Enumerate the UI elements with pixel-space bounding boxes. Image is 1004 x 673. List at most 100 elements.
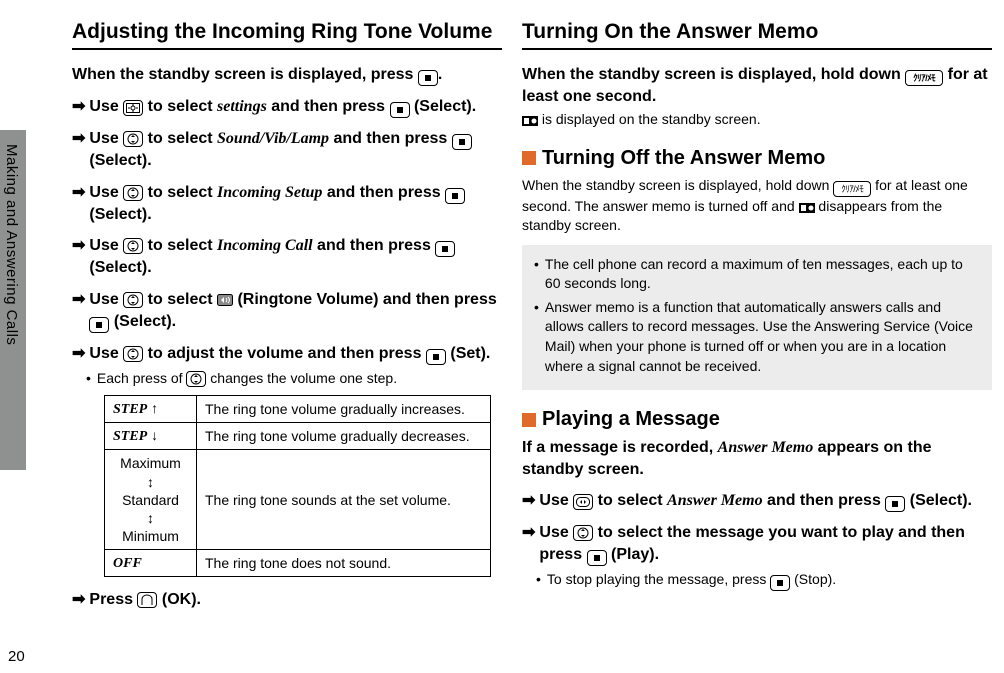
cell: The ring tone volume gradually decreases… <box>197 423 491 450</box>
cell: ↓ <box>147 427 158 443</box>
step: ➡ Use to select settings and then press … <box>72 96 502 118</box>
center-key-icon <box>89 317 109 333</box>
updown-key-icon <box>123 292 143 308</box>
center-key-icon <box>390 102 410 118</box>
paragraph: When the standby screen is displayed, ho… <box>522 176 992 235</box>
center-key-icon <box>452 134 472 150</box>
text: (Stop). <box>790 571 836 587</box>
section-heading: Adjusting the Incoming Ring Tone Volume <box>72 20 502 50</box>
text: (Play). <box>607 546 659 563</box>
bullet-dot: • <box>536 570 541 591</box>
intro-line: If a message is recorded, Answer Memo ap… <box>522 437 992 480</box>
text: to select <box>143 237 217 254</box>
step: ➡ Press (OK). <box>72 589 502 611</box>
text: to select <box>143 184 217 201</box>
updown-key-icon <box>123 131 143 147</box>
sub-note: • Each press of changes the volume one s… <box>72 369 502 388</box>
text: and then press <box>329 130 452 147</box>
left-column: Adjusting the Incoming Ring Tone Volume … <box>72 20 502 611</box>
text: Press <box>89 591 137 608</box>
text: . <box>438 66 442 83</box>
text: (OK). <box>157 591 201 608</box>
text: Answer memo is a function that automatic… <box>545 298 980 376</box>
center-key-icon <box>445 188 465 204</box>
list-item: •The cell phone can record a maximum of … <box>534 255 980 294</box>
orange-square-icon <box>522 151 536 165</box>
center-key-icon <box>587 550 607 566</box>
text: to select <box>143 130 217 147</box>
text: To stop playing the message, press <box>547 571 770 587</box>
cell: The ring tone volume gradually increases… <box>197 396 491 423</box>
text: and then press <box>313 237 436 254</box>
table-row: STEP ↓ The ring tone volume gradually de… <box>105 423 491 450</box>
step: ➡ Use to select (Ringtone Volume) and th… <box>72 289 502 333</box>
updown-key-icon <box>123 346 143 362</box>
arrow-icon: ➡ <box>72 289 85 333</box>
center-key-icon <box>770 575 790 591</box>
bullet-dot: • <box>534 298 539 376</box>
text: (Select). <box>410 98 477 115</box>
text: and then press <box>763 492 886 509</box>
cell: STEP <box>113 429 147 444</box>
text: changes the volume one step. <box>206 370 397 386</box>
menu-item: Incoming Call <box>217 237 313 254</box>
step: ➡ Use to select Incoming Call and then p… <box>72 235 502 279</box>
intro-line: When the standby screen is displayed, pr… <box>72 64 502 86</box>
text: Playing a Message <box>542 408 720 431</box>
center-key-icon <box>435 241 455 257</box>
updown-key-icon <box>186 371 206 387</box>
memo-status-icon <box>522 112 538 124</box>
text: When the standby screen is displayed, pr… <box>72 66 418 83</box>
right-column: Turning On the Answer Memo When the stan… <box>522 20 992 591</box>
menu-item: Answer Memo <box>667 492 763 509</box>
note: is displayed on the standby screen. <box>522 110 992 129</box>
clear-memo-key-icon: ｸﾘｱ/ﾒﾓ <box>905 70 943 86</box>
text: and then press <box>267 98 390 115</box>
arrow-icon: ➡ <box>72 128 85 172</box>
text: Use <box>89 291 123 308</box>
list-item: •Answer memo is a function that automati… <box>534 298 980 376</box>
side-label: Making and Answering Calls <box>3 144 20 345</box>
nav-key-icon <box>123 100 143 116</box>
arrow-icon: ➡ <box>72 589 85 611</box>
subheading: Playing a Message <box>522 408 992 431</box>
menu-item: Incoming Setup <box>217 184 322 201</box>
sub-note: • To stop playing the message, press (St… <box>522 570 992 591</box>
subheading: Turning Off the Answer Memo <box>522 147 992 170</box>
memo-status-icon <box>799 199 815 211</box>
step: ➡ Use to adjust the volume and then pres… <box>72 343 502 365</box>
arrow-icon: ➡ <box>72 182 85 226</box>
text: (Select). <box>905 492 972 509</box>
center-key-icon <box>418 70 438 86</box>
text: (Set). <box>446 345 490 362</box>
text: The cell phone can record a maximum of t… <box>545 255 980 294</box>
table-row: Maximum↕Standard↕Minimum The ring tone s… <box>105 450 491 550</box>
step: ➡ Use to select Answer Memo and then pre… <box>522 490 992 512</box>
info-box: •The cell phone can record a maximum of … <box>522 245 992 391</box>
text: Use <box>89 237 123 254</box>
cell: Maximum↕Standard↕Minimum <box>105 450 197 550</box>
table-row: STEP ↑ The ring tone volume gradually in… <box>105 396 491 423</box>
updown-key-icon <box>123 185 143 201</box>
step: ➡ Use to select Sound/Vib/Lamp and then … <box>72 128 502 172</box>
text: If a message is recorded, <box>522 439 718 456</box>
app-key-icon <box>137 592 157 608</box>
arrow-icon: ➡ <box>522 522 535 566</box>
center-key-icon <box>426 349 446 365</box>
cell: The ring tone does not sound. <box>197 550 491 577</box>
intro-line: When the standby screen is displayed, ho… <box>522 64 992 108</box>
text: and then press <box>322 184 445 201</box>
arrow-icon: ➡ <box>72 343 85 365</box>
cell: ↑ <box>147 400 158 416</box>
arrow-icon: ➡ <box>72 96 85 118</box>
text: (Select). <box>89 152 151 169</box>
center-key-icon <box>885 496 905 512</box>
bullet-dot: • <box>534 255 539 294</box>
menu-item: Answer Memo <box>718 439 814 456</box>
text: (Select). <box>89 206 151 223</box>
volume-table: STEP ↑ The ring tone volume gradually in… <box>104 395 491 577</box>
arrow-icon: ➡ <box>522 490 535 512</box>
clear-memo-key-icon: ｸﾘｱ/ﾒﾓ <box>833 181 871 197</box>
cell: The ring tone sounds at the set volume. <box>197 450 491 550</box>
arrow-icon: ➡ <box>72 235 85 279</box>
